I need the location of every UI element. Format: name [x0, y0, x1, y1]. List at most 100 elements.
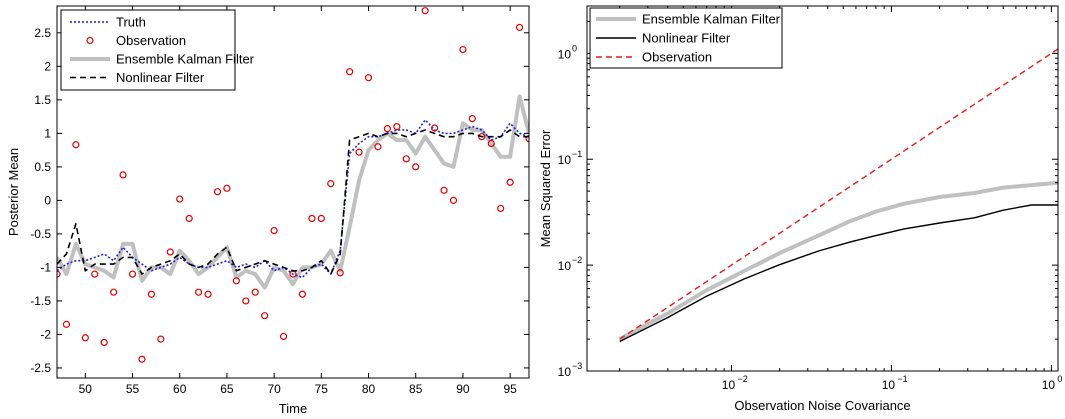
observation-marker [393, 123, 401, 131]
observation-marker [100, 338, 108, 347]
left-chart: 50 55 60 65 70 75 80 85 90 95 -2.5 -2 -1.5 -1 -0.5 0 0.5… [6, 5, 530, 416]
y-tick-label: 2.5 [34, 26, 51, 40]
observation-marker [478, 133, 486, 141]
x-tick-label: 95 [503, 382, 517, 396]
observation-marker [515, 23, 524, 32]
observation-marker [166, 248, 174, 256]
observation-marker [176, 195, 184, 203]
observation-marker [185, 214, 193, 223]
y-tick-label: 0.5 [34, 160, 51, 174]
y-tick-label: -0.5 [30, 227, 51, 241]
legend-label: Nonlinear Filter [116, 70, 205, 85]
observation-marker [242, 297, 250, 305]
x-tick-label: 10 [722, 378, 736, 392]
plot-series-right [618, 48, 1058, 343]
x-tick-label: 75 [315, 382, 329, 396]
observation-marker [81, 334, 89, 342]
y-tick-exponent: 0 [572, 43, 577, 53]
y-tick-label: 1 [44, 126, 51, 140]
y-tick-label: 10 [558, 259, 572, 273]
series-line-nonlinear-filter [619, 204, 1058, 343]
y-tick-exponent: −1 [572, 149, 582, 159]
x-tick-label: 50 [79, 382, 93, 396]
observation-marker [459, 45, 467, 54]
y-tick-label: 10 [558, 153, 572, 167]
x-tick-label: 65 [220, 382, 234, 396]
observation-marker [364, 74, 373, 82]
observation-marker [317, 214, 325, 223]
observation-marker [346, 68, 354, 76]
observation-marker [261, 312, 269, 320]
legend-label: Observation [642, 50, 712, 65]
observation-marker [525, 135, 529, 143]
x-tick-label: 80 [362, 382, 376, 396]
series-line-truth [57, 119, 529, 279]
axes-frame-right [586, 5, 1059, 372]
observation-marker [355, 148, 363, 156]
x-tick-label: 70 [267, 382, 281, 396]
observation-marker [195, 288, 203, 296]
observation-marker [298, 290, 307, 298]
series-line-ensemble-kalman-filter [618, 180, 1058, 341]
observation-marker [62, 320, 71, 328]
y-tick-label: -1 [40, 260, 51, 274]
observation-marker [157, 335, 165, 343]
legend-label: Observation [116, 33, 186, 48]
x-tick-label: 55 [126, 382, 140, 396]
legend-left: Truth Observation Ensemble Kalman Filter No… [60, 9, 255, 91]
observation-marker [57, 270, 61, 278]
observation-marker [308, 214, 316, 223]
x-tick-label: 60 [173, 382, 187, 396]
observation-marker [402, 155, 410, 163]
observation-marker [91, 270, 99, 278]
legend-label: Nonlinear Filter [642, 31, 731, 46]
y-tick-label: -2.5 [30, 361, 51, 375]
observation-marker [468, 115, 476, 123]
observation-marker [383, 125, 391, 133]
observation-marker [138, 355, 146, 363]
observation-marker [204, 290, 212, 298]
observation-marker [213, 188, 222, 196]
observation-marker [449, 196, 458, 204]
observation-marker [147, 290, 155, 298]
observation-marker [506, 178, 514, 186]
legend-marker-observation [86, 36, 94, 45]
axes-frame-left [56, 5, 530, 379]
y-axis-label: Mean Squared Error [538, 129, 553, 247]
x-tick-exponent: 0 [1057, 374, 1062, 384]
x-tick-label: 10 [1042, 378, 1056, 392]
plot-series-left [57, 7, 529, 363]
observation-marker [72, 141, 80, 149]
observation-marker [374, 143, 382, 151]
legend-label: Ensemble Kalman Filter [642, 12, 781, 27]
y-tick-label: 1.5 [34, 93, 51, 107]
y-tick-label: -2 [40, 327, 51, 341]
x-axis-label: Time [279, 401, 307, 416]
x-tick-label: 10 [882, 378, 896, 392]
observation-marker [440, 186, 448, 194]
series-line-ensemble-kalman-filter [57, 94, 529, 290]
observation-marker [431, 124, 439, 132]
y-tick-label: 10 [558, 365, 572, 379]
observation-marker [497, 204, 505, 213]
observation-marker [270, 226, 278, 235]
x-tick-exponent: −1 [897, 374, 907, 384]
y-axis-label: Posterior Mean [6, 148, 21, 236]
x-axis-label: Observation Noise Covariance [734, 398, 910, 413]
y-tick-label: 10 [558, 47, 572, 61]
observation-marker [336, 269, 344, 277]
x-tick-label: 85 [409, 382, 423, 396]
x-tick-exponent: −2 [737, 374, 747, 384]
observation-marker [119, 171, 127, 179]
series-line-nonlinear-filter [57, 129, 529, 275]
legend-label: Truth [116, 15, 146, 30]
observation-marker [223, 184, 231, 192]
y-tick-label: -1.5 [30, 294, 51, 308]
y-tick-exponent: −2 [572, 255, 582, 265]
legend-right: Ensemble Kalman Filter Nonlinear Filter Ob… [589, 7, 783, 69]
observation-marker [487, 139, 495, 148]
legend-box [60, 9, 236, 91]
observation-marker [421, 7, 429, 15]
